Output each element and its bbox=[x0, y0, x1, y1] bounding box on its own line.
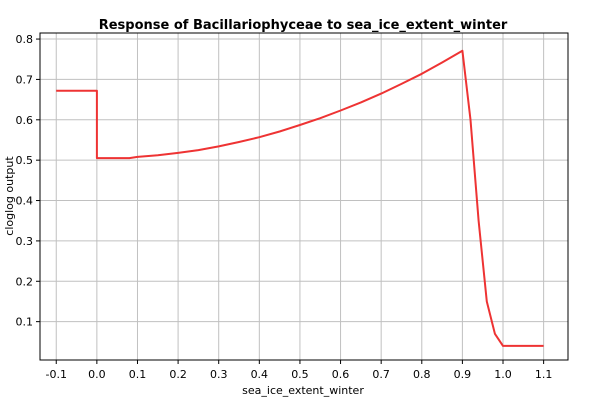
response-curve-line bbox=[56, 49, 544, 347]
x-tick-label: 1.1 bbox=[535, 368, 553, 381]
y-tick-label: 0.3 bbox=[16, 235, 34, 248]
x-tick-label: 0.7 bbox=[372, 368, 390, 381]
x-tick-label: 0.6 bbox=[332, 368, 350, 381]
y-tick-label: 0.7 bbox=[16, 73, 34, 86]
x-tick-label: 0.3 bbox=[210, 368, 228, 381]
x-tick-label: 0.0 bbox=[88, 368, 106, 381]
y-tick-label: 0.5 bbox=[16, 154, 34, 167]
x-tick-label: 0.5 bbox=[291, 368, 309, 381]
y-axis-label: cloglog output bbox=[3, 156, 16, 236]
x-tick-label: 0.2 bbox=[169, 368, 187, 381]
x-axis-label: sea_ice_extent_winter bbox=[242, 384, 364, 397]
x-tick-label: -0.1 bbox=[46, 368, 67, 381]
chart-title: Response of Bacillariophyceae to sea_ice… bbox=[99, 18, 508, 33]
x-tick-label: 0.8 bbox=[413, 368, 431, 381]
y-tick-label: 0.4 bbox=[16, 195, 34, 208]
x-axis-ticks: -0.1 0.0 0.1 0.2 0.3 0.4 0.5 0.6 0.7 0.8 0.9 1.0 1.1 bbox=[46, 360, 553, 381]
plot-frame bbox=[39, 32, 569, 361]
x-tick-label: 0.4 bbox=[251, 368, 269, 381]
y-tick-label: 0.1 bbox=[16, 316, 34, 329]
x-tick-label: 0.9 bbox=[454, 368, 472, 381]
y-tick-label: 0.8 bbox=[16, 33, 34, 46]
y-tick-label: 0.6 bbox=[16, 114, 34, 127]
grid-layer bbox=[40, 33, 568, 360]
x-tick-label: 1.0 bbox=[494, 368, 512, 381]
y-axis-ticks: 0.1 0.2 0.3 0.4 0.5 0.6 0.7 0.8 bbox=[16, 33, 40, 329]
series-layer bbox=[56, 49, 544, 347]
y-tick-label: 0.2 bbox=[16, 275, 34, 288]
x-tick-label: 0.1 bbox=[129, 368, 147, 381]
